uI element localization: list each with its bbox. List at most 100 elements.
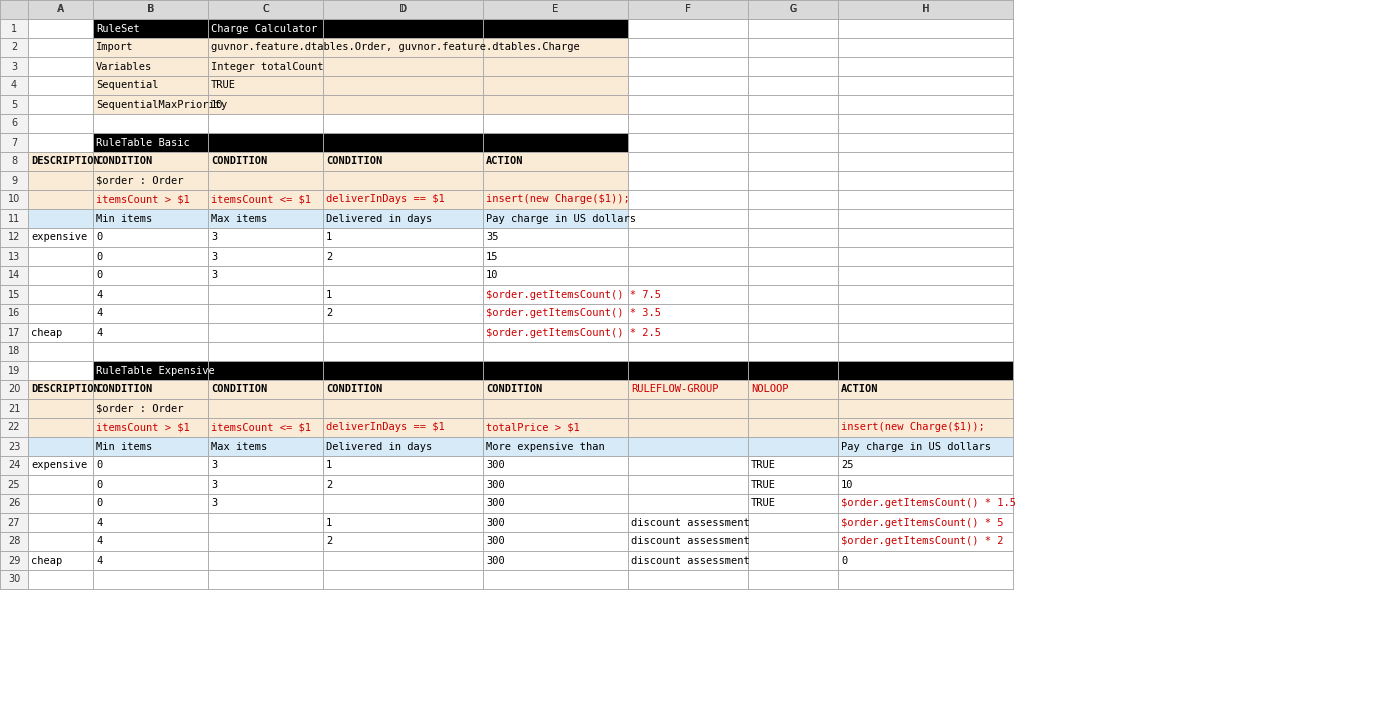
Text: 3: 3 [11,61,17,72]
Text: 3: 3 [211,270,217,281]
Text: H: H [922,4,929,14]
Bar [0,38,28,57]
Text: 300: 300 [486,479,504,489]
Bar [748,494,838,513]
Bar [627,209,748,228]
Bar [483,418,627,437]
Text: 2: 2 [325,537,332,547]
Bar [208,190,323,209]
Text: CONDITION: CONDITION [96,156,152,166]
Text: 3: 3 [211,479,217,489]
Text: CONDITION: CONDITION [486,385,543,395]
Bar [28,570,93,589]
Bar [627,171,748,190]
Bar [748,190,838,209]
Bar [28,38,93,57]
Bar [838,532,1012,551]
Text: 1: 1 [325,232,332,242]
Text: 2: 2 [11,43,17,53]
Text: expensive: expensive [30,461,87,471]
Bar [28,0,93,19]
Bar [323,532,483,551]
Bar [323,19,483,38]
Bar [0,304,28,323]
Bar [838,513,1012,532]
Bar [93,95,208,114]
Bar [483,19,627,38]
Bar [748,76,838,95]
Text: expensive: expensive [30,232,87,242]
Bar [483,418,627,437]
Bar [0,456,28,475]
Bar [28,304,93,323]
Text: RuleTable Basic: RuleTable Basic [96,137,190,147]
Bar [28,437,93,456]
Text: ACTION: ACTION [486,156,524,166]
Text: 14: 14 [8,270,21,281]
Bar [323,304,483,323]
Bar [0,152,28,171]
Text: E: E [553,4,558,14]
Bar [627,152,748,171]
Bar [483,0,627,19]
Bar [28,171,93,190]
Bar [483,152,627,171]
Bar [483,209,627,228]
Bar [323,228,483,247]
Bar [838,361,1012,380]
Bar [483,494,627,513]
Bar [28,19,93,38]
Bar [627,380,748,399]
Bar [208,0,323,19]
Bar [0,190,28,209]
Bar [28,494,93,513]
Text: discount assessment: discount assessment [632,537,749,547]
Bar [208,361,323,380]
Bar [208,76,323,95]
Bar [748,513,838,532]
Text: 1: 1 [11,23,17,33]
Bar [483,76,627,95]
Text: 10: 10 [211,100,223,109]
Text: 0: 0 [96,461,102,471]
Text: 24: 24 [8,461,21,471]
Text: Charge Calculator: Charge Calculator [211,23,317,33]
Bar [0,323,28,342]
Bar [0,133,28,152]
Bar [627,513,748,532]
Bar [748,95,838,114]
Bar [748,475,838,494]
Bar [838,57,1012,76]
Bar [838,399,1012,418]
Text: Delivered in days: Delivered in days [325,442,432,451]
Text: 0: 0 [841,555,848,565]
Bar [748,133,838,152]
Bar [483,228,627,247]
Bar [483,95,627,114]
Bar [208,285,323,304]
Bar [483,266,627,285]
Bar [208,418,323,437]
Bar [323,190,483,209]
Text: Min items: Min items [96,213,152,223]
Bar [0,57,28,76]
Bar [483,38,627,57]
Bar [323,171,483,190]
Bar [0,418,28,437]
Bar [748,418,838,437]
Bar [838,304,1012,323]
Text: 18: 18 [8,346,21,356]
Bar [627,570,748,589]
Bar [208,437,323,456]
Bar [93,437,208,456]
Bar [93,570,208,589]
Bar [28,171,93,190]
Bar [93,247,208,266]
Bar [323,361,483,380]
Bar [0,342,28,361]
Bar [0,228,28,247]
Bar [838,475,1012,494]
Text: TRUE: TRUE [751,461,776,471]
Bar [28,266,93,285]
Bar [748,532,838,551]
